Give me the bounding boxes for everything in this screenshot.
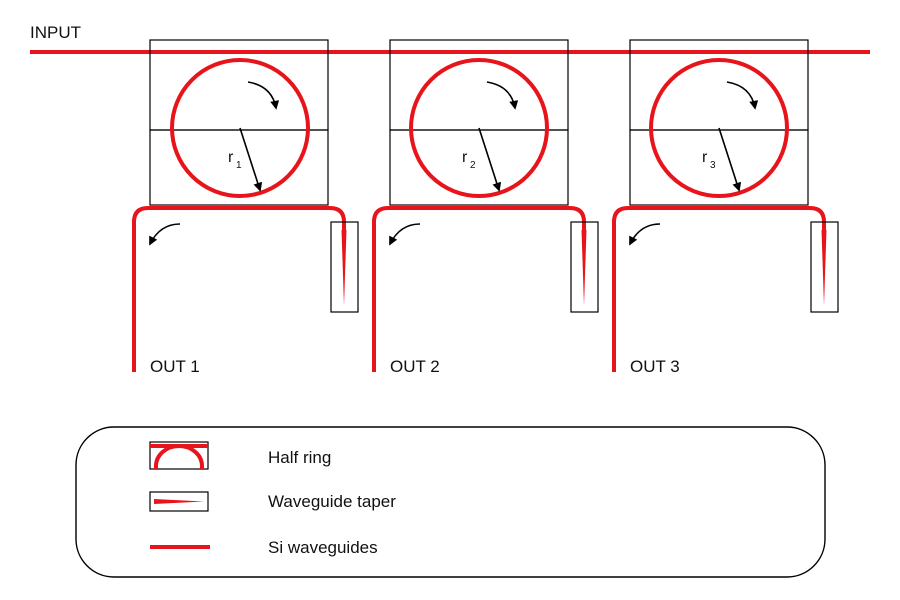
ring-resonator xyxy=(649,58,789,198)
legend-frame xyxy=(75,426,826,578)
circulation-arrow xyxy=(486,81,519,110)
radius-symbol: r xyxy=(702,149,708,166)
output-label: OUT 3 xyxy=(630,357,680,376)
radius-arrow xyxy=(478,127,502,192)
stage-3: r 3 OUT 3 xyxy=(612,39,839,376)
ring-resonator xyxy=(170,58,310,198)
radius-arrow xyxy=(239,127,263,192)
taper-box xyxy=(330,221,359,313)
half-ring-box-bottom xyxy=(149,129,329,206)
stage-2: r 2 OUT 2 xyxy=(372,39,599,376)
drop-arrow xyxy=(389,223,421,246)
half-ring-icon xyxy=(149,441,209,470)
radius-symbol: r xyxy=(228,149,234,166)
taper-box xyxy=(810,221,839,313)
radius-index: 2 xyxy=(470,160,476,171)
ring-resonator xyxy=(409,58,549,198)
output-label: OUT 2 xyxy=(390,357,440,376)
legend: Half ring Waveguide taper Si waveguides xyxy=(75,426,826,578)
legend-label-si-waveguides: Si waveguides xyxy=(268,538,378,557)
taper xyxy=(341,230,347,306)
input-label: INPUT xyxy=(30,23,81,42)
circulation-arrow xyxy=(726,81,759,110)
half-ring-box-bottom xyxy=(389,129,569,206)
radius-index: 1 xyxy=(236,160,242,171)
radius-index: 3 xyxy=(710,160,716,171)
stage-1: r 1 OUT 1 xyxy=(132,39,359,376)
legend-label-half-ring: Half ring xyxy=(268,448,331,467)
radius-arrow xyxy=(718,127,742,192)
taper xyxy=(821,230,827,306)
drop-arrow xyxy=(149,223,181,246)
drop-arrow xyxy=(629,223,661,246)
circulation-arrow xyxy=(247,81,280,110)
taper-box xyxy=(570,221,599,313)
drop-waveguide xyxy=(612,206,826,372)
drop-waveguide xyxy=(132,206,346,372)
half-ring-box-bottom xyxy=(629,129,809,206)
drop-waveguide xyxy=(372,206,586,372)
taper xyxy=(581,230,587,306)
waveguide-taper-icon xyxy=(149,491,209,512)
radius-symbol: r xyxy=(462,149,468,166)
output-label: OUT 1 xyxy=(150,357,200,376)
legend-label-waveguide-taper: Waveguide taper xyxy=(268,492,396,511)
